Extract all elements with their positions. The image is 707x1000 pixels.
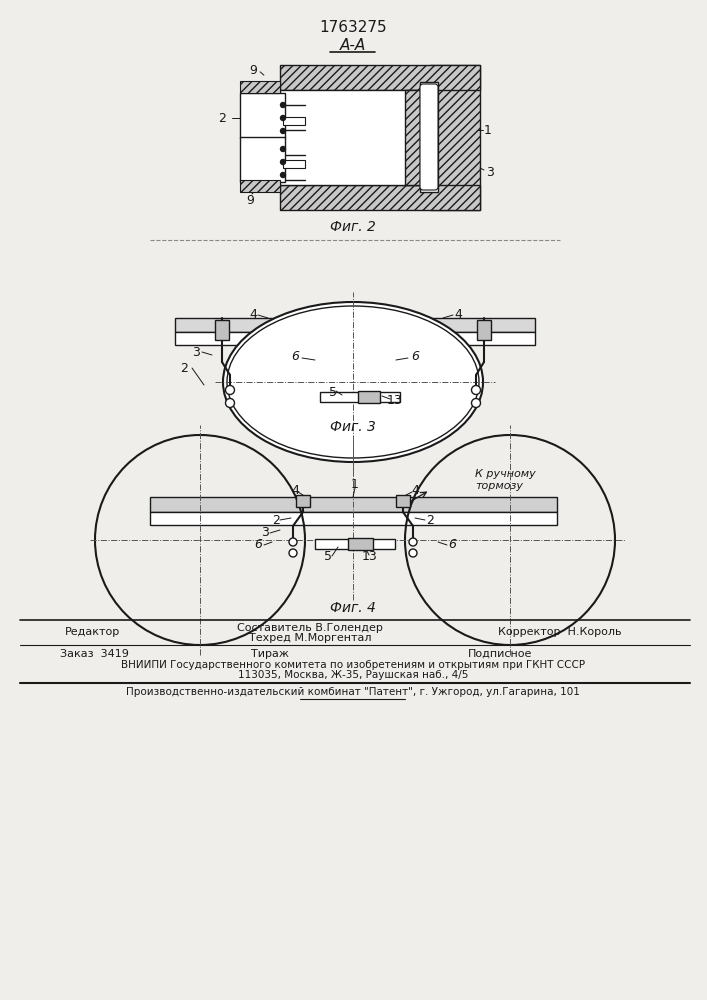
Text: 2: 2 [218, 111, 226, 124]
Text: 6: 6 [291, 351, 299, 363]
Circle shape [472, 385, 481, 394]
Circle shape [226, 385, 235, 394]
Bar [420, 82, 438, 192]
Bar [296, 495, 310, 507]
FancyBboxPatch shape [420, 84, 438, 190]
Text: 13: 13 [362, 550, 378, 564]
Text: 5: 5 [329, 385, 337, 398]
Text: 1: 1 [351, 479, 359, 491]
Circle shape [281, 103, 286, 107]
Text: 1: 1 [484, 123, 492, 136]
Text: 9: 9 [249, 64, 257, 77]
Text: К ручному
тормозу: К ручному тормозу [475, 469, 536, 491]
Text: 3: 3 [192, 346, 200, 359]
Bar [430, 65, 480, 210]
Circle shape [281, 128, 286, 133]
Text: 5: 5 [324, 550, 332, 564]
Text: Производственно-издательский комбинат "Патент", г. Ужгород, ул.Гагарина, 101: Производственно-издательский комбинат "П… [126, 687, 580, 697]
Text: 4: 4 [454, 308, 462, 320]
Circle shape [409, 538, 417, 546]
Text: 2: 2 [272, 514, 280, 526]
Text: 6: 6 [254, 538, 262, 552]
Bar [150, 512, 557, 525]
Bar [240, 93, 285, 138]
Circle shape [289, 538, 297, 546]
Bar [477, 320, 491, 340]
Text: 2: 2 [180, 361, 188, 374]
Text: Корректор  Н.Король: Корректор Н.Король [498, 627, 621, 637]
Bar [280, 90, 430, 185]
Bar [280, 65, 480, 90]
Bar [240, 137, 285, 182]
Text: 4: 4 [411, 484, 419, 496]
Text: Редактор: Редактор [65, 627, 120, 637]
Circle shape [281, 115, 286, 120]
Bar [240, 81, 280, 93]
Bar [405, 90, 430, 185]
Bar [348, 538, 373, 550]
Text: 3: 3 [261, 526, 269, 540]
Bar [215, 320, 229, 340]
Bar [396, 495, 410, 507]
Text: 4: 4 [291, 484, 299, 496]
Bar [240, 180, 280, 192]
Circle shape [472, 398, 481, 408]
Circle shape [289, 549, 297, 557]
Text: Фиг. 2: Фиг. 2 [330, 220, 376, 234]
Text: 1763275: 1763275 [319, 20, 387, 35]
Text: 113035, Москва, Ж-35, Раушская наб., 4/5: 113035, Москва, Ж-35, Раушская наб., 4/5 [238, 670, 468, 680]
Ellipse shape [223, 302, 483, 462]
Text: 13: 13 [387, 393, 403, 406]
Text: 4: 4 [249, 308, 257, 320]
Text: 2: 2 [426, 514, 434, 526]
Text: 6: 6 [411, 351, 419, 363]
Text: Тираж: Тираж [251, 649, 289, 659]
Text: ВНИИПИ Государственного комитета по изобретениям и открытиям при ГКНТ СССР: ВНИИПИ Государственного комитета по изоб… [121, 660, 585, 670]
Text: Техред М.Моргентал: Техред М.Моргентал [249, 633, 371, 643]
Bar [150, 497, 557, 512]
Bar [175, 332, 535, 345]
Text: Заказ  3419: Заказ 3419 [60, 649, 129, 659]
Text: Составитель В.Голендер: Составитель В.Голендер [237, 623, 383, 633]
Text: 6: 6 [448, 538, 456, 552]
Circle shape [281, 159, 286, 164]
Bar [320, 392, 400, 402]
Bar [283, 117, 305, 125]
Bar [358, 391, 380, 403]
Text: Фиг. 4: Фиг. 4 [330, 601, 376, 615]
Bar [315, 539, 395, 549]
Circle shape [281, 146, 286, 151]
Bar [280, 185, 480, 210]
Text: 9: 9 [246, 194, 254, 207]
Bar [175, 318, 535, 332]
Bar [283, 160, 305, 168]
Text: А-А: А-А [340, 37, 366, 52]
Circle shape [226, 398, 235, 408]
Circle shape [409, 549, 417, 557]
Text: Подписное: Подписное [468, 649, 532, 659]
Circle shape [281, 172, 286, 178]
Text: Фиг. 3: Фиг. 3 [330, 420, 376, 434]
Text: 3: 3 [486, 165, 494, 178]
